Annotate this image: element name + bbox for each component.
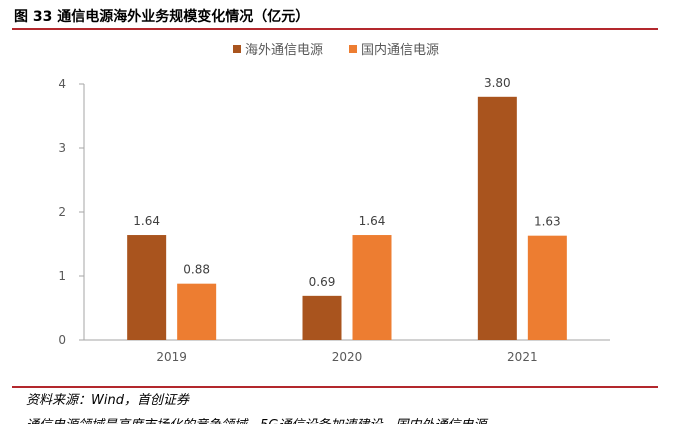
bar — [302, 295, 342, 340]
data-label: 1.64 — [133, 214, 160, 228]
figure-title: 图 33 通信电源海外业务规模变化情况（亿元） — [14, 9, 310, 25]
legend-swatch — [233, 45, 241, 53]
bar — [177, 283, 217, 340]
source-note: 资料来源：Wind，首创证券 — [26, 393, 189, 408]
data-label: 0.88 — [183, 263, 210, 277]
data-label: 3.80 — [484, 76, 511, 90]
bar — [527, 235, 567, 340]
data-label: 0.69 — [309, 275, 336, 289]
y-tick-label: 3 — [58, 141, 66, 155]
chart-data-labels: 1.64 0.69 3.80 0.88 1.64 1.63 — [133, 76, 560, 289]
chart-axes: 0 1 2 3 4 2019 2020 2021 — [58, 77, 610, 364]
source-rule — [12, 386, 658, 388]
body-text: 通信电源领域是高度市场化的竞争领域，5G通信设备加速建设，国内外通信电源 — [26, 414, 666, 424]
legend-swatch — [349, 45, 357, 53]
y-tick-label: 0 — [58, 333, 66, 347]
bar — [352, 235, 392, 340]
title-rule — [12, 28, 658, 30]
legend-label: 国内通信电源 — [361, 42, 439, 58]
bar — [477, 96, 517, 340]
bar — [127, 235, 167, 340]
chart-legend: 海外通信电源 国内通信电源 — [233, 42, 439, 58]
x-tick-label: 2021 — [507, 350, 538, 364]
y-tick-label: 2 — [58, 205, 66, 219]
chart-bars — [127, 96, 567, 340]
y-tick-label: 1 — [58, 269, 66, 283]
y-tick-label: 4 — [58, 77, 66, 91]
data-label: 1.63 — [534, 215, 561, 229]
data-label: 1.64 — [359, 214, 386, 228]
x-tick-label: 2020 — [332, 350, 363, 364]
x-tick-label: 2019 — [156, 350, 187, 364]
legend-label: 海外通信电源 — [245, 43, 323, 58]
